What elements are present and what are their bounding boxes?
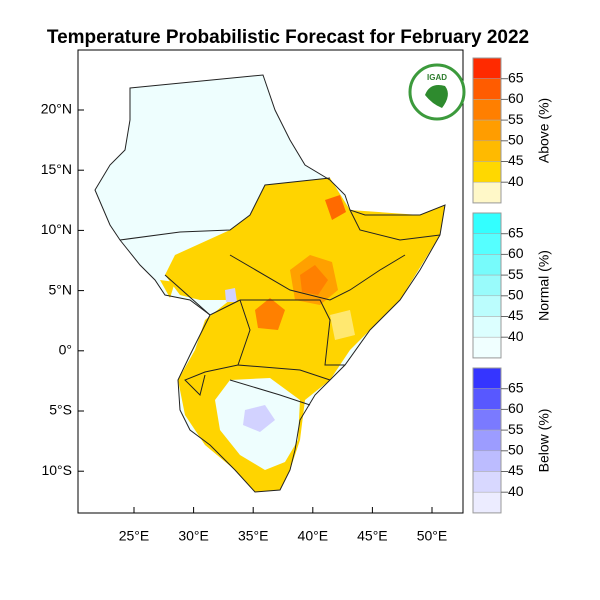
region-above-low xyxy=(330,310,355,340)
legend-frame xyxy=(472,367,502,514)
legend-label: 45 xyxy=(508,307,524,323)
lon-label: 25°E xyxy=(119,528,150,544)
legend-swatch xyxy=(472,78,502,100)
legend-swatch xyxy=(472,99,502,121)
region-above-high xyxy=(255,298,285,330)
legend-label: 65 xyxy=(508,69,524,85)
legend-title: Normal (%) xyxy=(536,250,552,321)
legend-swatch xyxy=(472,274,502,297)
axes: 20°N 15°N 10°N 5°N 0° 5°S 10°S 25°E 30°E 35°E 40°E… xyxy=(41,101,448,544)
logo-text: IGAD xyxy=(427,73,447,82)
region-above-high xyxy=(325,195,346,220)
region-above-high xyxy=(300,265,328,295)
legend-swatch xyxy=(472,316,502,338)
lon-label: 50°E xyxy=(417,528,448,544)
legends: 65 60 55 50 45 40 Above (%) 65 60 55 50 45 40 Normal … xyxy=(472,57,552,514)
legend-label: 60 xyxy=(508,245,524,261)
legend-swatch xyxy=(472,367,502,389)
legend-label: 40 xyxy=(508,483,524,499)
legend-label: 65 xyxy=(508,379,524,395)
legend-label: 40 xyxy=(508,173,524,189)
coastline xyxy=(94,74,446,493)
legend-swatch xyxy=(472,254,502,276)
border xyxy=(229,379,311,406)
logo: IGAD xyxy=(408,63,466,121)
legend-swatch xyxy=(472,57,502,79)
title: Temperature Probabilistic Forecast for F… xyxy=(47,27,529,48)
legend-frame xyxy=(472,57,502,204)
legend-label: 45 xyxy=(508,152,524,168)
legend-label: 60 xyxy=(508,400,524,416)
legend-title: Below (%) xyxy=(536,409,552,473)
legend-frame xyxy=(472,212,502,359)
logo-map xyxy=(425,85,448,108)
legend-swatch xyxy=(472,140,502,162)
legend-title: Above (%) xyxy=(536,98,552,163)
lat-label: 20°N xyxy=(41,101,72,117)
legend-swatch xyxy=(472,295,502,317)
lat-label: 10°S xyxy=(41,462,72,478)
legend-label: 40 xyxy=(508,328,524,344)
legend-swatch xyxy=(472,161,502,183)
legend-swatch xyxy=(472,336,502,359)
legend-label: 50 xyxy=(508,442,524,458)
legend-swatch xyxy=(472,409,502,431)
legend-swatch xyxy=(472,119,502,142)
legend-swatch xyxy=(472,212,502,234)
legend-label: 65 xyxy=(508,224,524,240)
border xyxy=(229,254,406,301)
region-above xyxy=(160,280,175,298)
lon-label: 30°E xyxy=(178,528,209,544)
legend-label: 50 xyxy=(508,132,524,148)
region-below xyxy=(243,405,275,432)
legend-swatch xyxy=(472,471,502,493)
legend-label: 50 xyxy=(508,287,524,303)
lon-label: 45°E xyxy=(357,528,388,544)
legend-swatch xyxy=(472,450,502,472)
legend-swatch xyxy=(472,181,502,204)
border xyxy=(119,177,331,241)
legend-label: 55 xyxy=(508,111,524,127)
border xyxy=(349,209,441,241)
border xyxy=(164,274,241,316)
legend-swatch xyxy=(472,429,502,452)
border xyxy=(240,299,345,366)
lat-label: 0° xyxy=(59,342,72,358)
legend-swatch xyxy=(472,233,502,255)
lat-label: 10°N xyxy=(41,221,72,237)
legend-swatch xyxy=(472,491,502,514)
legend-swatch xyxy=(472,388,502,410)
lon-label: 40°E xyxy=(298,528,329,544)
legend-label: 55 xyxy=(508,266,524,282)
lon-label: 35°E xyxy=(238,528,269,544)
legend-label: 60 xyxy=(508,90,524,106)
legend-label: 45 xyxy=(508,462,524,478)
lat-label: 5°N xyxy=(49,281,73,297)
border xyxy=(184,364,239,396)
map xyxy=(94,74,446,493)
lat-label: 15°N xyxy=(41,161,72,177)
lat-label: 5°S xyxy=(49,402,72,418)
region-below xyxy=(225,288,237,302)
legend-label: 55 xyxy=(508,421,524,437)
